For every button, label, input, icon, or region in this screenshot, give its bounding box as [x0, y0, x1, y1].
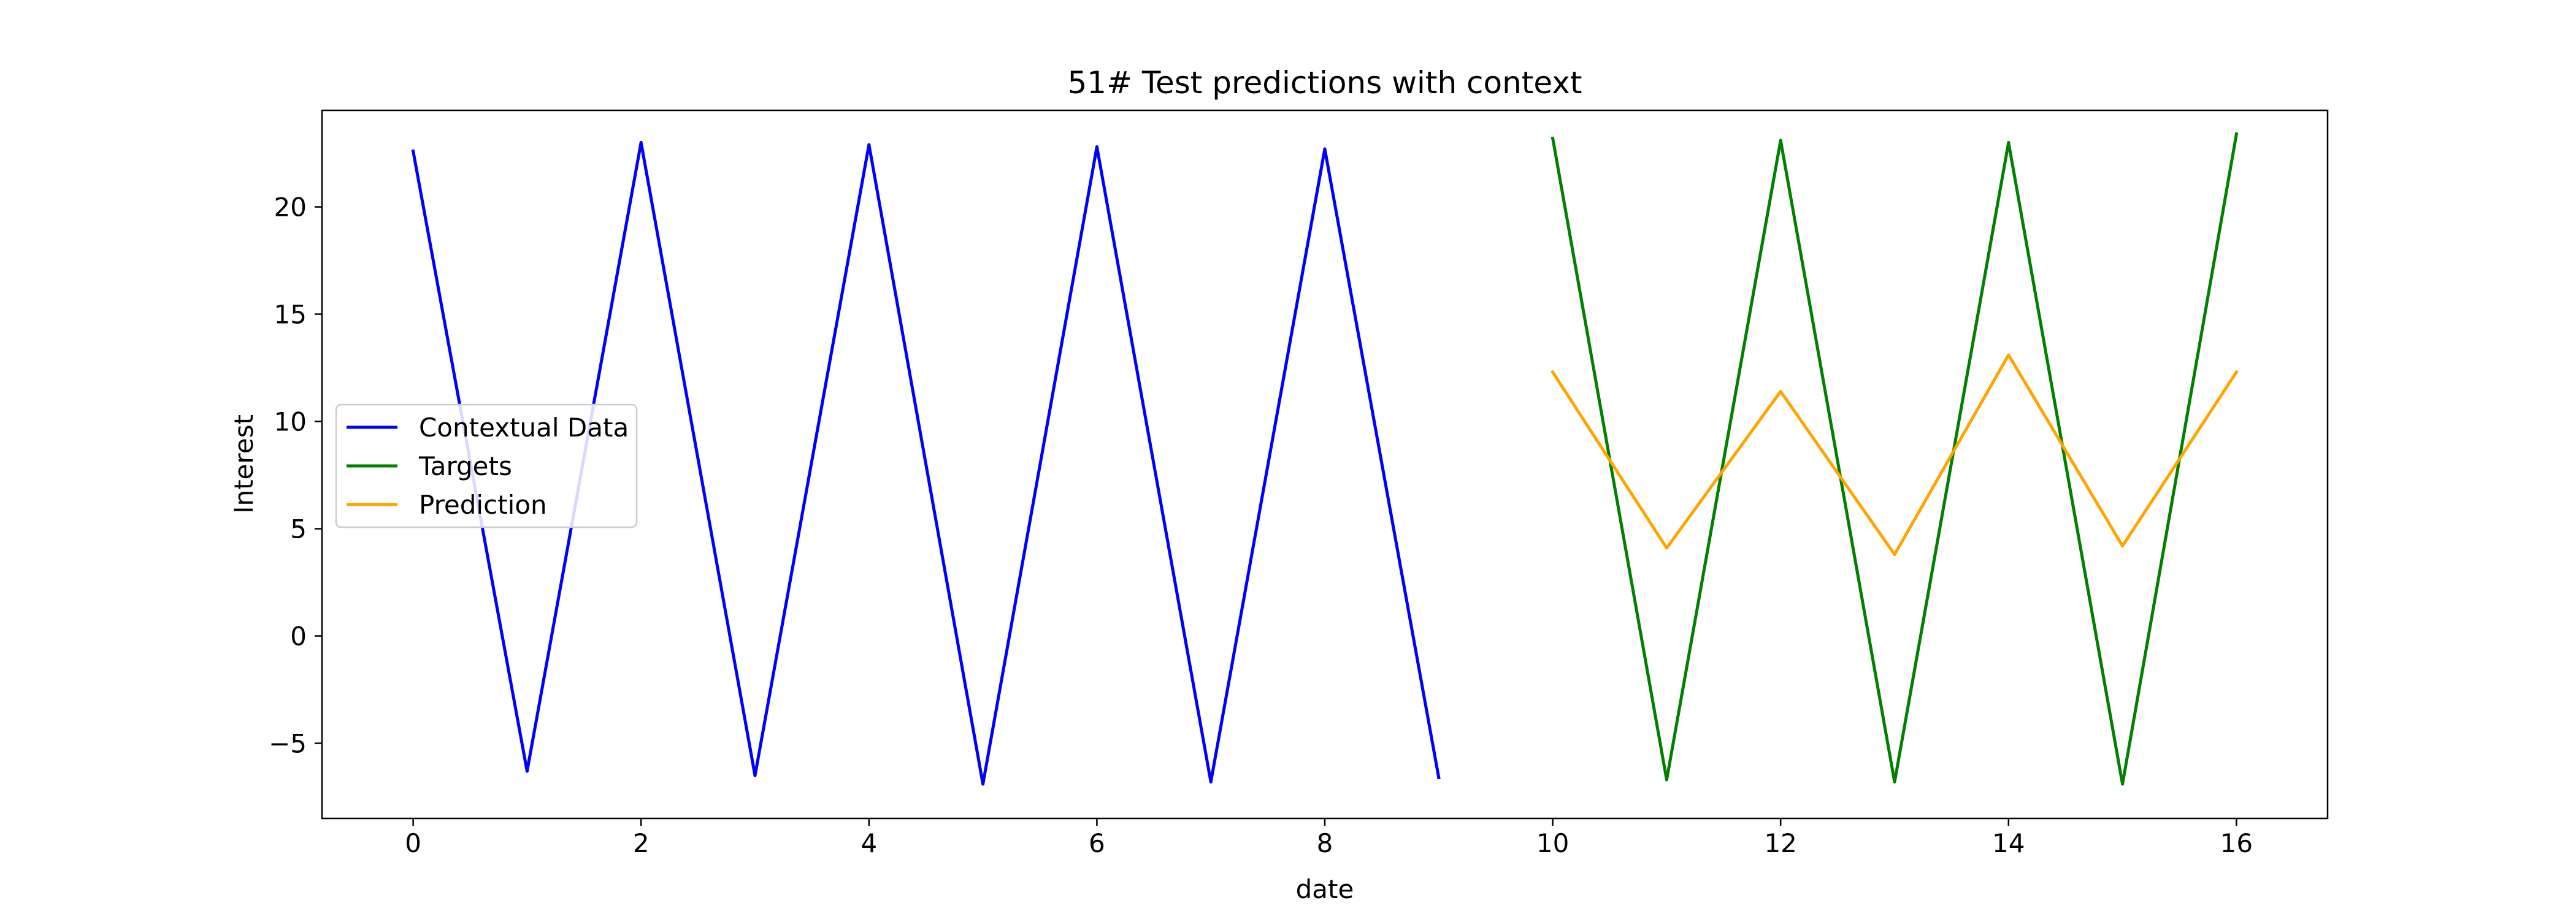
data-point-contextual-data	[412, 150, 415, 153]
data-point-contextual-data	[753, 774, 757, 777]
y-tick-label: 5	[290, 514, 307, 544]
data-point-contextual-data	[525, 769, 529, 773]
x-tick-label: 16	[2220, 828, 2253, 858]
legend-box	[335, 403, 638, 528]
data-point-targets	[1551, 137, 1555, 140]
y-tick-label: −5	[269, 729, 307, 759]
x-tick-label: 0	[405, 828, 421, 858]
y-tick-label: 20	[274, 192, 307, 223]
data-point-contextual-data	[1209, 780, 1213, 783]
data-point-targets	[2007, 141, 2011, 144]
legend-label-contextual-data: Contextual Data	[419, 413, 629, 443]
data-point-contextual-data	[639, 141, 643, 144]
y-axis-ticks: −5 0 5 10 15 20	[269, 192, 322, 759]
data-point-prediction	[1779, 390, 1782, 393]
data-point-contextual-data	[1095, 145, 1098, 148]
x-tick-label: 2	[633, 828, 650, 858]
data-point-prediction	[1551, 370, 1555, 374]
legend-label-prediction: Prediction	[419, 490, 547, 520]
legend-label-targets: Targets	[418, 451, 512, 481]
data-point-targets	[1779, 139, 1782, 142]
data-point-targets	[1665, 778, 1668, 782]
data-point-targets	[1893, 780, 1896, 783]
data-point-prediction	[1893, 553, 1896, 556]
data-point-targets	[2121, 782, 2125, 786]
x-tick-label: 10	[1536, 828, 1569, 858]
data-point-contextual-data	[1323, 147, 1327, 151]
data-point-targets	[2234, 132, 2238, 135]
x-tick-label: 8	[1317, 828, 1333, 858]
data-point-prediction	[2007, 353, 2011, 357]
x-axis-ticks: 0 2 4 6 8 10 12 14 16	[405, 818, 2253, 858]
x-tick-label: 14	[1992, 828, 2025, 858]
x-axis-label: date	[1296, 874, 1354, 904]
data-point-contextual-data	[867, 143, 871, 147]
data-point-prediction	[2234, 370, 2238, 374]
y-tick-label: 15	[274, 300, 307, 330]
legend: Contextual Data Targets Prediction	[335, 403, 638, 528]
chart-title: 51# Test predictions with context	[1068, 65, 1582, 101]
y-tick-label: 0	[290, 622, 307, 652]
data-point-contextual-data	[1437, 776, 1441, 779]
data-point-prediction	[2121, 544, 2125, 547]
x-tick-label: 6	[1089, 828, 1105, 858]
x-tick-label: 12	[1764, 828, 1796, 858]
y-axis-label: Interest	[229, 414, 259, 514]
legend-items: Contextual Data Targets Prediction	[347, 413, 629, 520]
data-point-contextual-data	[981, 782, 985, 786]
data-point-prediction	[1665, 546, 1668, 550]
x-tick-label: 4	[861, 828, 877, 858]
y-tick-label: 10	[274, 407, 307, 437]
